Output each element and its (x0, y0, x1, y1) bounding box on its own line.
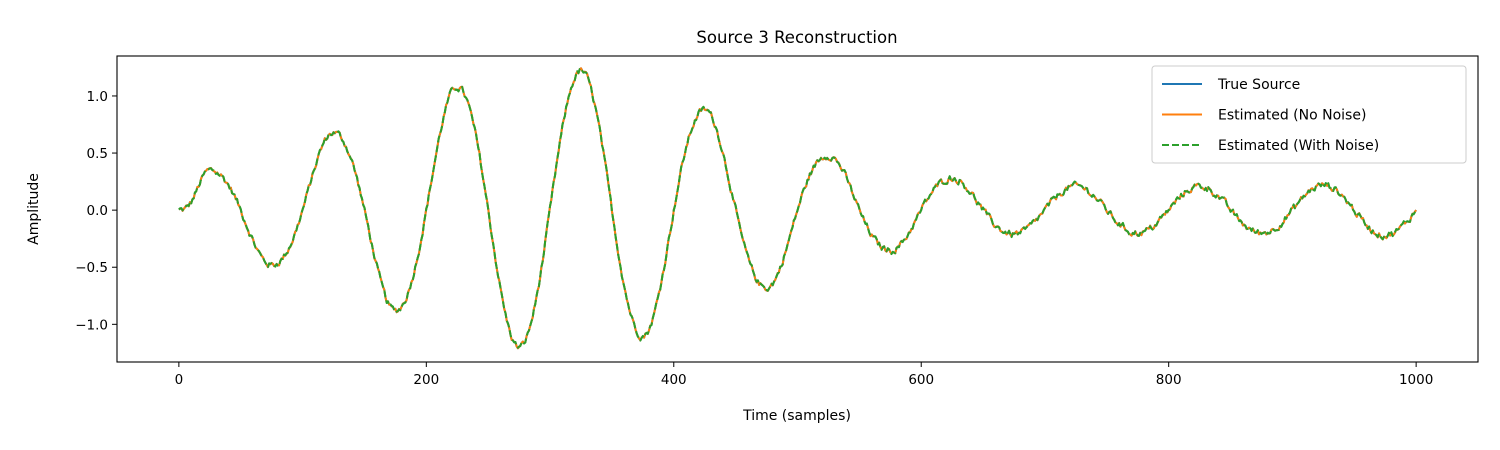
x-tick-label: 0 (175, 372, 184, 388)
y-axis: −1.0 −0.5 0.0 0.5 1.0 (75, 89, 117, 333)
x-tick-label: 200 (413, 372, 439, 388)
legend-label: True Source (1217, 77, 1300, 93)
y-tick-label: 1.0 (87, 89, 108, 105)
series-layer (178, 67, 1417, 350)
legend: True Source Estimated (No Noise) Estimated… (1151, 65, 1467, 164)
x-tick-label: 600 (908, 372, 934, 388)
x-axis: 0 200 400 600 800 1000 (175, 362, 1433, 388)
legend-label: Estimated (No Noise) (1218, 108, 1366, 124)
legend-label: Estimated (With Noise) (1218, 138, 1379, 154)
y-axis-label: Amplitude (26, 173, 42, 245)
y-tick-label: −0.5 (75, 260, 108, 276)
y-tick-label: 0.5 (87, 146, 108, 162)
y-tick-label: −1.0 (75, 317, 108, 333)
x-tick-label: 400 (661, 372, 687, 388)
legend-box (1151, 65, 1467, 164)
chart-title: Source 3 Reconstruction (696, 28, 897, 47)
y-tick-label: 0.0 (87, 203, 108, 219)
series-line-3 (178, 67, 1417, 349)
plot-frame (116, 55, 1479, 363)
x-tick-label: 800 (1156, 372, 1182, 388)
x-axis-label: Time (samples) (742, 408, 851, 424)
x-tick-label: 1000 (1399, 372, 1433, 388)
